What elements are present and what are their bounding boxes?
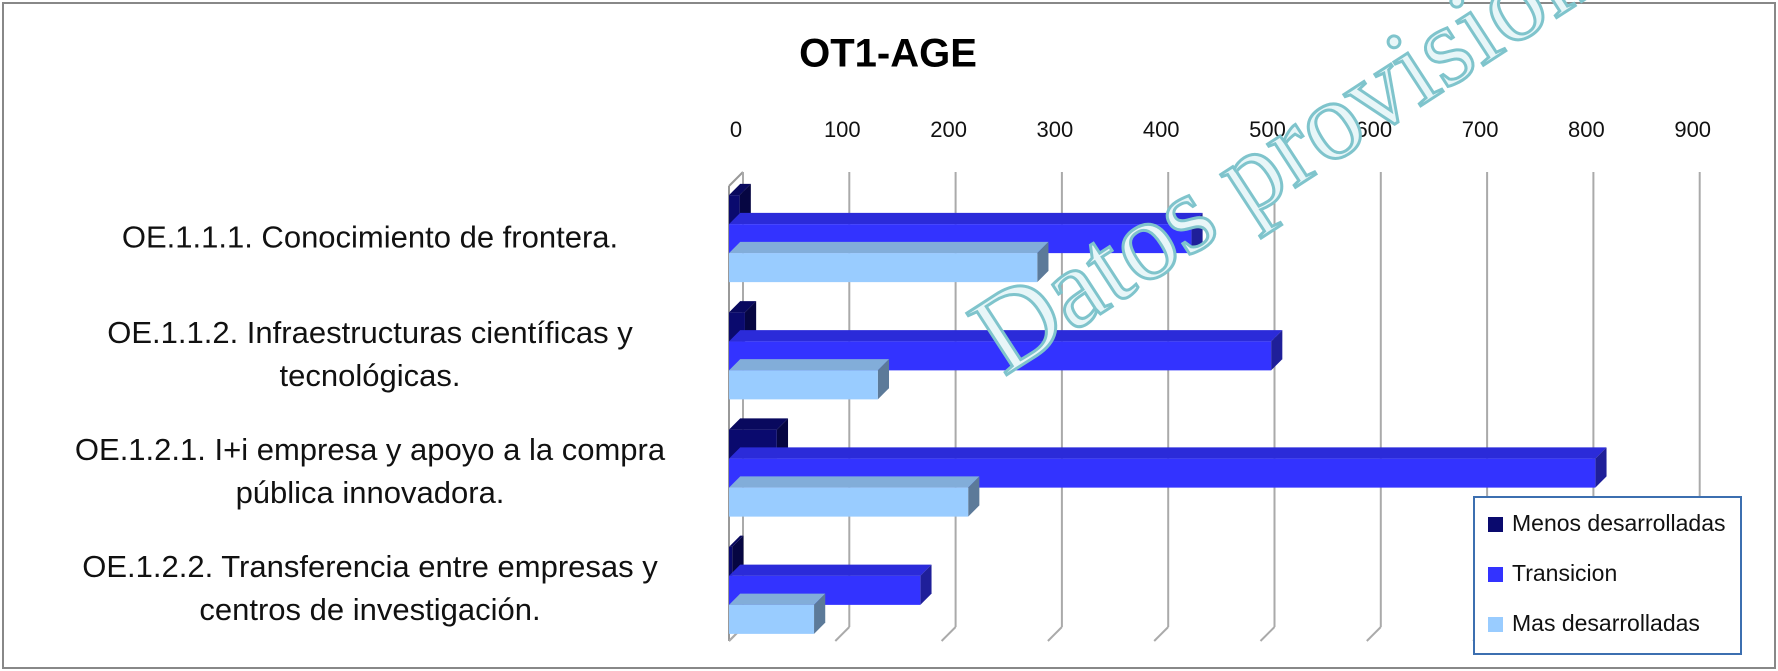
bar-side bbox=[968, 476, 980, 517]
x-tick-label: 900 bbox=[1674, 117, 1711, 142]
legend-box bbox=[1473, 496, 1742, 655]
bar bbox=[729, 487, 969, 517]
bar-side bbox=[877, 359, 890, 400]
bar-top bbox=[729, 359, 890, 371]
bar-top bbox=[729, 476, 980, 488]
bar bbox=[729, 546, 733, 576]
bar-top bbox=[729, 183, 751, 196]
y-tick-label: OE.1.2.1. I+i empresa y apoyo a la compr… bbox=[74, 432, 666, 511]
left-wall bbox=[728, 171, 744, 187]
x-tick-label: 700 bbox=[1462, 117, 1499, 142]
legend-label: Transicion bbox=[1512, 560, 1617, 586]
bar-top bbox=[729, 212, 1203, 225]
legend-swatch bbox=[1488, 617, 1503, 632]
y-tick-label: OE.1.2.2. Transferencia entre empresas y… bbox=[82, 549, 658, 628]
grid-line bbox=[1153, 626, 1169, 642]
bar-top bbox=[729, 241, 1049, 254]
legend-swatch bbox=[1488, 517, 1503, 532]
bar bbox=[729, 195, 740, 225]
bar-top bbox=[729, 301, 757, 313]
x-tick-label: 200 bbox=[930, 117, 967, 142]
legend-swatch bbox=[1488, 567, 1503, 582]
x-tick-label: 500 bbox=[1249, 117, 1286, 142]
bar-side bbox=[814, 593, 826, 634]
grid-line bbox=[1259, 626, 1276, 642]
bar-top bbox=[729, 593, 826, 605]
grid-line bbox=[1047, 626, 1063, 642]
x-tick-label: 100 bbox=[824, 117, 861, 142]
bar-side bbox=[1037, 241, 1049, 283]
chart-title: OT1-AGE bbox=[799, 32, 977, 76]
x-tick-label: 600 bbox=[1355, 117, 1392, 142]
bar-side bbox=[920, 564, 932, 605]
legend-label: Mas desarrolladas bbox=[1512, 610, 1700, 636]
bar-top bbox=[729, 447, 1607, 459]
x-tick-label: 800 bbox=[1568, 117, 1605, 142]
bar-side bbox=[1271, 330, 1283, 371]
grid-line bbox=[1366, 626, 1382, 642]
x-tick-label: 400 bbox=[1143, 117, 1180, 142]
legend-label: Menos desarrolladas bbox=[1512, 510, 1726, 536]
bar-top bbox=[729, 535, 744, 547]
bar-top bbox=[729, 330, 1283, 342]
x-tick-label: 300 bbox=[1037, 117, 1074, 142]
y-tick-label: OE.1.1.2. Infraestructuras científicas y… bbox=[107, 314, 633, 393]
bar bbox=[729, 253, 1038, 283]
bar bbox=[729, 604, 815, 634]
bar-top bbox=[729, 418, 789, 430]
grid-line bbox=[940, 626, 957, 642]
y-tick-label: OE.1.1.1. Conocimiento de frontera. bbox=[121, 219, 619, 255]
bar-top bbox=[729, 564, 932, 576]
bar bbox=[729, 370, 878, 400]
x-tick-label: 0 bbox=[730, 117, 742, 142]
grid-line bbox=[834, 626, 851, 642]
bar-side bbox=[1595, 447, 1607, 488]
bar-side bbox=[1191, 212, 1203, 254]
